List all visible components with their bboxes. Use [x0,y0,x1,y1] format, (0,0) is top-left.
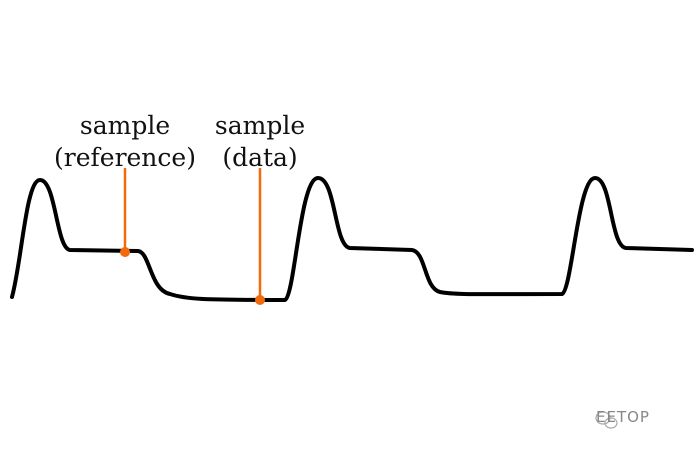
data-sample-label: sample (data) [180,110,340,174]
wechat-logo-icon [595,411,618,429]
reference-sample-label: sample (reference) [45,110,205,174]
reference-sample-point [120,247,130,257]
label-line: (reference) [54,143,196,172]
data-sample-point [255,295,265,305]
label-line: (data) [222,143,298,172]
waveform [10,176,694,302]
label-line: sample [79,111,171,140]
label-line: sample [214,111,306,140]
watermark: EETOP [596,408,650,426]
